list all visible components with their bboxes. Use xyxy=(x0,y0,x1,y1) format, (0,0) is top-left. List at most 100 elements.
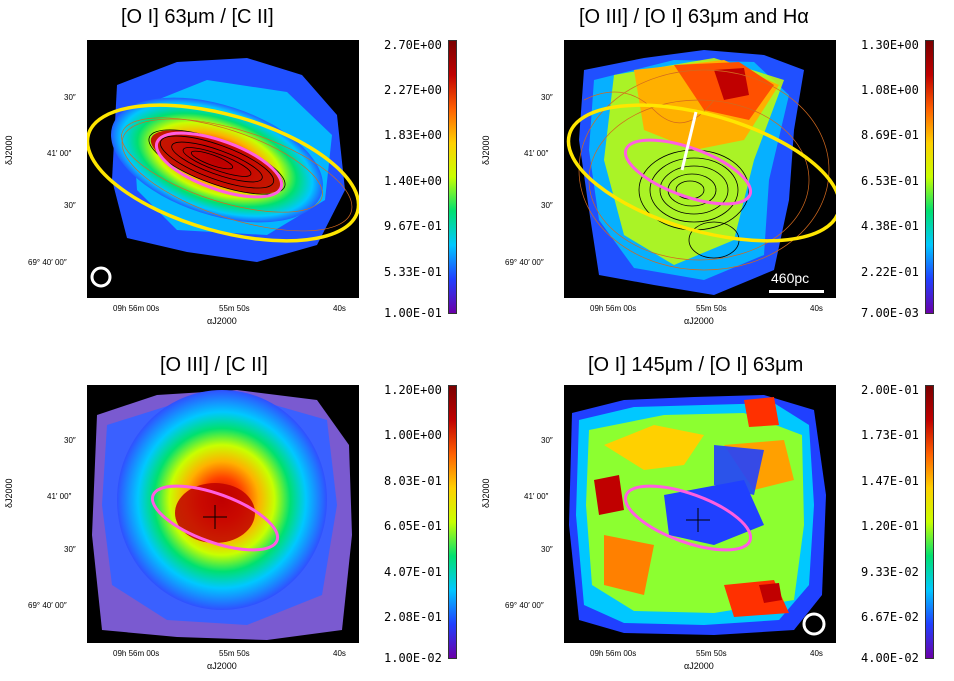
panel-oi145-oi63: [O I] 145μm / [O I] 63μm 30″ 41′ 00″ 30″… xyxy=(477,340,954,680)
colorbar-tick-label: 2.22E-01 xyxy=(861,265,919,279)
emission-trough xyxy=(664,480,764,545)
x-axis-label: αJ2000 xyxy=(207,316,237,326)
chart-title: [O I] 145μm / [O I] 63μm xyxy=(588,354,804,376)
colorbar-tick-label: 1.00E-02 xyxy=(384,651,442,665)
colorbar-tick-label: 5.33E-01 xyxy=(384,265,442,279)
y-tick: 69° 40′ 00″ xyxy=(28,601,67,610)
x-tick: 40s xyxy=(810,649,823,658)
colorbar-tick-label: 6.67E-02 xyxy=(861,610,919,624)
x-axis-label: αJ2000 xyxy=(207,661,237,671)
emission-peak xyxy=(594,475,624,515)
emission-trough xyxy=(714,445,764,495)
heatmap-area xyxy=(87,385,359,643)
colorbar-tick-label: 6.53E-01 xyxy=(861,174,919,188)
emission-peak xyxy=(759,583,782,603)
chart-title: [O III] / [C II] xyxy=(160,354,268,376)
y-axis-label: δJ2000 xyxy=(4,135,14,165)
x-tick: 55m 50s xyxy=(219,649,250,658)
x-tick: 09h 56m 00s xyxy=(113,304,160,313)
magenta-ellipse xyxy=(154,131,284,199)
heatmap-svg xyxy=(87,58,359,288)
scale-bar xyxy=(769,290,824,293)
x-axis-label: αJ2000 xyxy=(684,661,714,671)
colorbar-tick-label: 1.00E-01 xyxy=(384,306,442,320)
panel-oiii-oi63-halpha: [O III] / [O I] 63μm and Hα xyxy=(477,0,954,340)
colorbar-tick-label: 1.30E+00 xyxy=(861,38,919,52)
emission-patch xyxy=(744,397,779,427)
magenta-ellipse xyxy=(150,484,280,552)
colorbar-tick-label: 4.07E-01 xyxy=(384,565,442,579)
colorbar-tick-label: 1.83E+00 xyxy=(384,128,442,142)
heatmap-svg xyxy=(566,50,836,295)
colorbar-tick-label: 1.40E+00 xyxy=(384,174,442,188)
y-tick: 30″ xyxy=(541,436,553,445)
scale-bar-label: 460pc xyxy=(771,270,810,286)
colorbar-tick-label: 8.69E-01 xyxy=(861,128,919,142)
colorbar xyxy=(448,385,457,659)
x-axis-label: αJ2000 xyxy=(684,316,714,326)
colorbar-tick-label: 7.00E-03 xyxy=(861,306,919,320)
white-line xyxy=(680,111,698,171)
magenta-ellipse xyxy=(623,138,753,206)
colorbar-tick-label: 1.08E+00 xyxy=(861,83,919,97)
y-tick: 69° 40′ 00″ xyxy=(505,258,544,267)
panel-oiii-cii: [O III] / [C II] 30″ 4 xyxy=(0,340,477,680)
colorbar xyxy=(925,385,934,659)
colorbar-tick-label: 1.20E-01 xyxy=(861,519,919,533)
y-tick: 41′ 00″ xyxy=(524,492,549,501)
panel-oi63-cii: [O I] 63μm / [C II] xyxy=(0,0,477,340)
x-tick: 55m 50s xyxy=(219,304,250,313)
x-tick: 40s xyxy=(333,304,346,313)
y-tick: 30″ xyxy=(541,93,553,102)
y-tick: 69° 40′ 00″ xyxy=(505,601,544,610)
y-axis-label: δJ2000 xyxy=(481,135,491,165)
y-tick: 41′ 00″ xyxy=(47,492,72,501)
yellow-ellipse xyxy=(566,103,836,243)
x-tick: 09h 56m 00s xyxy=(113,649,160,658)
x-tick: 40s xyxy=(333,649,346,658)
emission-peak xyxy=(714,68,749,100)
x-tick: 09h 56m 00s xyxy=(590,304,637,313)
y-tick: 30″ xyxy=(541,545,553,554)
orange-contours xyxy=(121,117,353,232)
colorbar-tick-label: 4.00E-02 xyxy=(861,651,919,665)
chart-title: [O I] 63μm / [C II] xyxy=(121,6,274,28)
x-tick: 09h 56m 00s xyxy=(590,649,637,658)
heatmap-svg xyxy=(569,395,826,636)
colorbar-tick-label: 1.73E-01 xyxy=(861,428,919,442)
emission-peak xyxy=(150,130,284,194)
colorbar xyxy=(925,40,934,314)
yellow-ellipse xyxy=(87,103,359,243)
emission-patch xyxy=(604,535,654,595)
y-tick: 30″ xyxy=(64,201,76,210)
colorbar-tick-label: 1.00E+00 xyxy=(384,428,442,442)
colorbar xyxy=(448,40,457,314)
colorbar-tick-label: 2.27E+00 xyxy=(384,83,442,97)
colorbar-tick-label: 2.00E-01 xyxy=(861,383,919,397)
y-tick: 30″ xyxy=(64,545,76,554)
colorbar-tick-label: 6.05E-01 xyxy=(384,519,442,533)
beam-circle xyxy=(90,266,112,288)
heatmap-area xyxy=(564,40,836,298)
y-tick: 41′ 00″ xyxy=(47,149,72,158)
chart-title: [O III] / [O I] 63μm and Hα xyxy=(579,6,809,28)
colorbar-tick-label: 9.67E-01 xyxy=(384,219,442,233)
y-axis-label: δJ2000 xyxy=(481,478,491,508)
colorbar-tick-label: 2.70E+00 xyxy=(384,38,442,52)
colorbar-tick-label: 4.38E-01 xyxy=(861,219,919,233)
colorbar-tick-label: 9.33E-02 xyxy=(861,565,919,579)
x-tick: 55m 50s xyxy=(696,304,727,313)
y-tick: 30″ xyxy=(64,93,76,102)
heatmap-area xyxy=(564,385,836,643)
y-tick: 41′ 00″ xyxy=(524,149,549,158)
y-tick: 30″ xyxy=(64,436,76,445)
heatmap-svg xyxy=(92,390,352,640)
heatmap-area xyxy=(87,40,359,298)
x-tick: 55m 50s xyxy=(696,649,727,658)
colorbar-tick-label: 2.08E-01 xyxy=(384,610,442,624)
colorbar-tick-label: 1.20E+00 xyxy=(384,383,442,397)
black-contours xyxy=(148,129,286,195)
colorbar-tick-label: 8.03E-01 xyxy=(384,474,442,488)
x-tick: 40s xyxy=(810,304,823,313)
magenta-ellipse xyxy=(623,484,753,552)
